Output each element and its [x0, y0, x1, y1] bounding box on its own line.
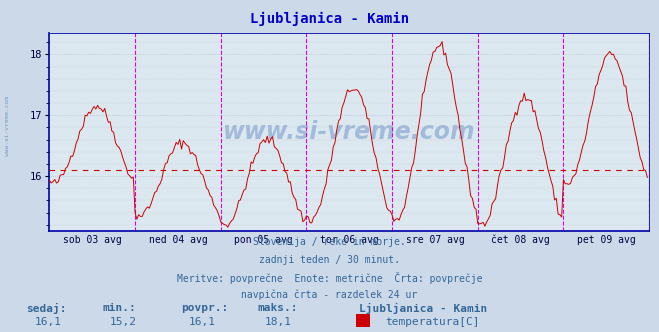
- Text: temperatura[C]: temperatura[C]: [386, 317, 480, 327]
- Text: Meritve: povprečne  Enote: metrične  Črta: povprečje: Meritve: povprečne Enote: metrične Črta:…: [177, 272, 482, 284]
- Text: www.si-vreme.com: www.si-vreme.com: [5, 96, 11, 156]
- Text: 15,2: 15,2: [110, 317, 137, 327]
- Text: 16,1: 16,1: [189, 317, 216, 327]
- Text: Slovenija / reke in morje.: Slovenija / reke in morje.: [253, 237, 406, 247]
- Text: povpr.:: povpr.:: [181, 303, 229, 313]
- Text: min.:: min.:: [102, 303, 136, 313]
- Text: 18,1: 18,1: [265, 317, 292, 327]
- Text: zadnji teden / 30 minut.: zadnji teden / 30 minut.: [259, 255, 400, 265]
- Text: maks.:: maks.:: [257, 303, 297, 313]
- Text: Ljubljanica - Kamin: Ljubljanica - Kamin: [250, 12, 409, 26]
- Text: sedaj:: sedaj:: [26, 302, 67, 314]
- Text: 16,1: 16,1: [34, 317, 61, 327]
- Text: Ljubljanica - Kamin: Ljubljanica - Kamin: [359, 302, 488, 314]
- Text: navpična črta - razdelek 24 ur: navpična črta - razdelek 24 ur: [241, 289, 418, 300]
- Text: www.si-vreme.com: www.si-vreme.com: [223, 120, 476, 144]
